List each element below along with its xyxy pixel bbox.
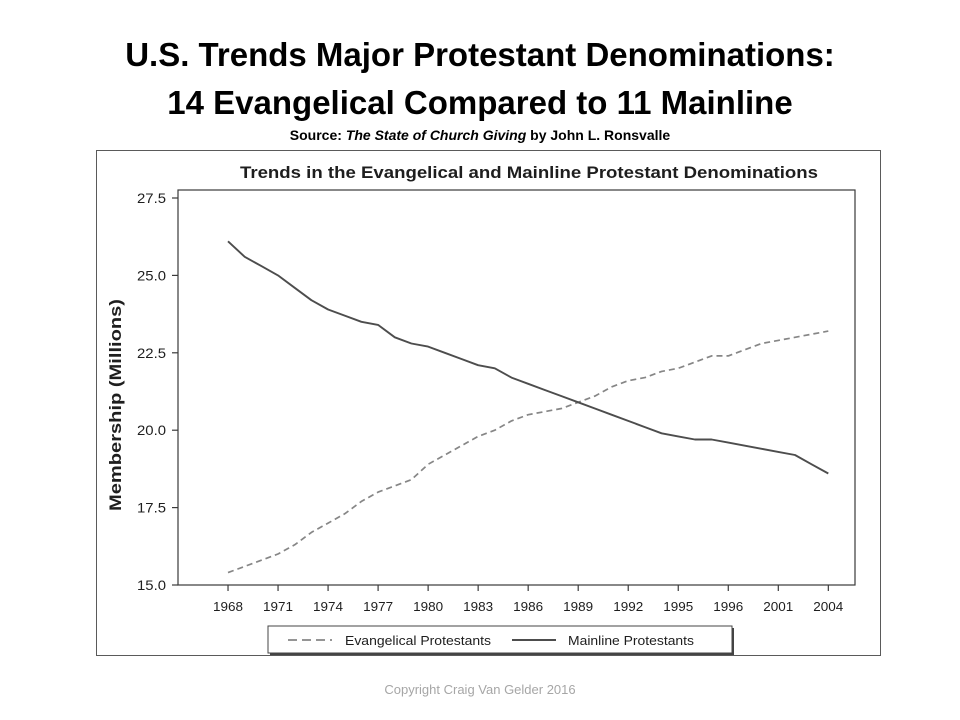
y-tick-label: 20.0 <box>137 423 166 438</box>
legend-label-evangelical: Evangelical Protestants <box>345 634 491 648</box>
chart-image-frame <box>96 150 881 656</box>
y-tick-label: 25.0 <box>137 268 166 283</box>
source-book-title: The State of Church Giving <box>345 127 527 143</box>
x-axis: 1968 1971 1974 1977 1980 1983 1986 1989 1992 1995… <box>213 585 843 614</box>
copyright-footer: Copyright Craig Van Gelder 2016 <box>384 682 576 697</box>
source-author: by John L. Ronsvalle <box>530 127 671 143</box>
mainline-series-line <box>227 240 829 475</box>
chart-legend: Evangelical Protestants Mainline Protest… <box>267 625 734 655</box>
chart-title: Trends in the Evangelical and Mainline P… <box>240 164 818 182</box>
x-tick-label: 2004 <box>813 600 843 614</box>
y-tick-label: 22.5 <box>137 346 166 361</box>
y-axis-label: Membership (Millions) <box>107 299 125 511</box>
x-tick-label: 1992 <box>613 600 643 614</box>
source-line: Source: The State of Church Giving by Jo… <box>0 126 960 144</box>
source-label: Source: <box>289 127 342 143</box>
x-tick-label: 1986 <box>513 600 543 614</box>
slide-title: U.S. Trends Major Protestant Denominatio… <box>0 31 960 127</box>
x-tick-label: 1968 <box>213 600 243 614</box>
y-tick-label: 17.5 <box>137 501 166 516</box>
legend-label-mainline: Mainline Protestants <box>568 634 694 648</box>
x-tick-label: 1989 <box>563 600 593 614</box>
y-tick-label: 27.5 <box>137 191 166 206</box>
legend-box <box>267 625 733 654</box>
series-lines <box>227 240 829 574</box>
x-tick-label: 1977 <box>363 600 393 614</box>
y-axis: 27.5 25.0 22.5 20.0 17.5 15.0 <box>137 191 178 593</box>
x-tick-label: 1971 <box>263 600 293 614</box>
y-tick-label: 15.0 <box>137 578 166 593</box>
x-tick-label: 2001 <box>763 600 793 614</box>
x-tick-label: 1996 <box>713 600 743 614</box>
slide-title-line1: U.S. Trends Major Protestant Denominatio… <box>125 36 835 73</box>
plot-area-border <box>177 189 856 586</box>
trend-chart: Trends in the Evangelical and Mainline P… <box>96 150 881 656</box>
evangelical-series-line <box>227 330 829 574</box>
x-tick-label: 1974 <box>313 600 343 614</box>
slide-title-line2: 14 Evangelical Compared to 11 Mainline <box>167 84 793 121</box>
x-tick-label: 1995 <box>663 600 693 614</box>
x-tick-label: 1980 <box>413 600 443 614</box>
x-tick-label: 1983 <box>463 600 493 614</box>
